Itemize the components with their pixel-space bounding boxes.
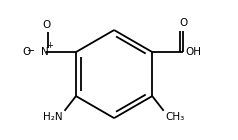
Text: O: O (179, 18, 187, 28)
Text: −: − (27, 46, 35, 56)
Text: N: N (41, 47, 49, 57)
Text: O: O (22, 47, 30, 57)
Text: O: O (42, 20, 51, 30)
Text: CH₃: CH₃ (165, 112, 184, 122)
Text: H₂N: H₂N (43, 112, 63, 122)
Text: OH: OH (186, 47, 202, 57)
Text: +: + (46, 41, 53, 50)
